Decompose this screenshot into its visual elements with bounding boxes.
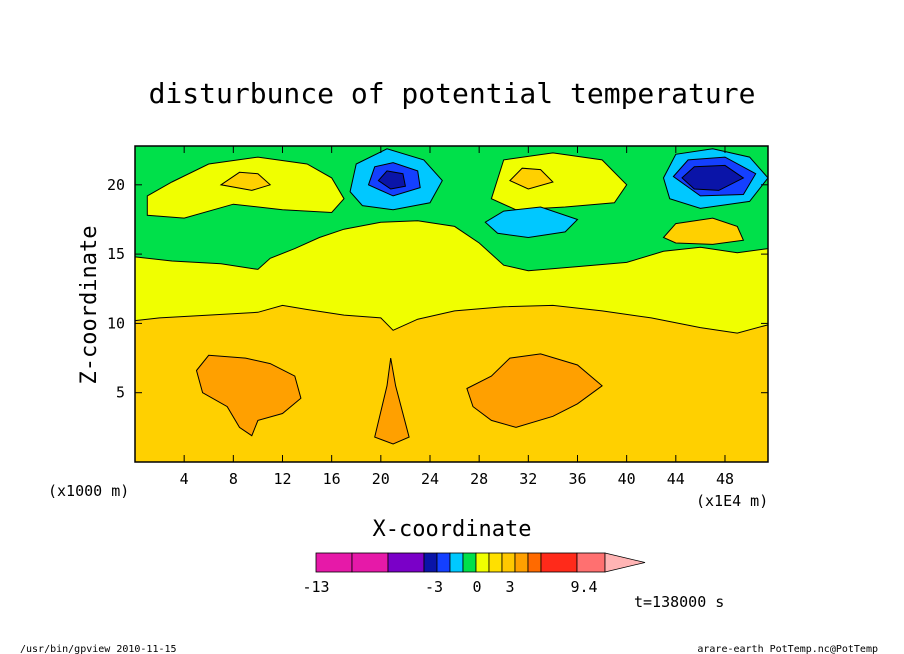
plot-area	[134, 145, 769, 463]
x-tick-label: 40	[618, 470, 636, 488]
colorbar-swatch	[527, 552, 542, 573]
region-warm-right-top	[662, 217, 745, 245]
x-axis-label: X-coordinate	[373, 517, 532, 542]
colorbar-swatch	[475, 552, 490, 573]
colorbar-swatch	[514, 552, 529, 573]
colorbar-swatch	[315, 552, 353, 573]
x-tick-label: 32	[519, 470, 537, 488]
x-axis-ticks: 4 8 12 16 20 24 28 32 36 40 44 48	[180, 146, 734, 488]
colorbar-tick-label: 9.4	[570, 578, 597, 596]
colorbar-tick-label: -13	[302, 578, 329, 596]
x-tick-label: 48	[716, 470, 734, 488]
region-cold-core-right	[681, 164, 745, 191]
region-warm-spot-1	[219, 171, 272, 191]
colorbar-swatch	[351, 552, 389, 573]
colorbar	[315, 552, 646, 573]
footer-left: /usr/bin/gpview 2010-11-15	[20, 644, 177, 654]
region-cold-cell-mid	[484, 206, 579, 239]
y-axis-ticks: 5 10 15 20	[107, 176, 768, 402]
region-orange-lobe-right	[466, 353, 603, 428]
colorbar-swatch	[423, 552, 438, 573]
y-tick-label: 20	[107, 176, 125, 194]
chart-title: disturbunce of potential temperature	[149, 77, 756, 110]
contour-field	[135, 146, 768, 462]
region-warm-spot-2	[509, 167, 554, 190]
colorbar-tick-labels: -13 -3 0 3 9.4	[302, 578, 597, 596]
x-tick-label: 12	[273, 470, 291, 488]
colorbar-tick-label: -3	[425, 578, 443, 596]
colorbar-swatch	[540, 552, 578, 573]
y-tick-label: 10	[107, 314, 125, 332]
time-label: t=138000 s	[634, 593, 724, 611]
colorbar-tick-label: 0	[472, 578, 481, 596]
colorbar-swatch	[436, 552, 451, 573]
x-tick-label: 8	[229, 470, 238, 488]
region-cold-core-left	[377, 170, 406, 190]
colorbar-end-arrow	[604, 552, 646, 573]
y-axis-label: Z-coordinate	[77, 226, 102, 385]
y-tick-label: 5	[116, 384, 125, 402]
colorbar-swatch	[387, 552, 425, 573]
x-tick-label: 24	[421, 470, 439, 488]
x-tick-label: 44	[667, 470, 685, 488]
footer-right: arare-earth_PotTemp.nc@PotTemp	[697, 644, 878, 654]
colorbar-swatch	[501, 552, 516, 573]
colorbar-swatch	[488, 552, 503, 573]
colorbar-swatch	[576, 552, 606, 573]
plot-frame	[134, 145, 769, 463]
region-orange-plume-center	[374, 358, 410, 445]
x-unit-right: (x1E4 m)	[696, 492, 768, 510]
x-tick-label: 28	[470, 470, 488, 488]
colorbar-tick-label: 3	[505, 578, 514, 596]
x-unit-left: (x1000 m)	[48, 482, 129, 500]
region-orange-lobe-left	[195, 354, 302, 437]
colorbar-swatch	[449, 552, 464, 573]
colorbar-swatch	[462, 552, 477, 573]
x-tick-label: 20	[372, 470, 390, 488]
x-tick-label: 4	[180, 470, 189, 488]
x-tick-label: 36	[568, 470, 586, 488]
y-tick-label: 15	[107, 245, 125, 263]
x-tick-label: 16	[323, 470, 341, 488]
